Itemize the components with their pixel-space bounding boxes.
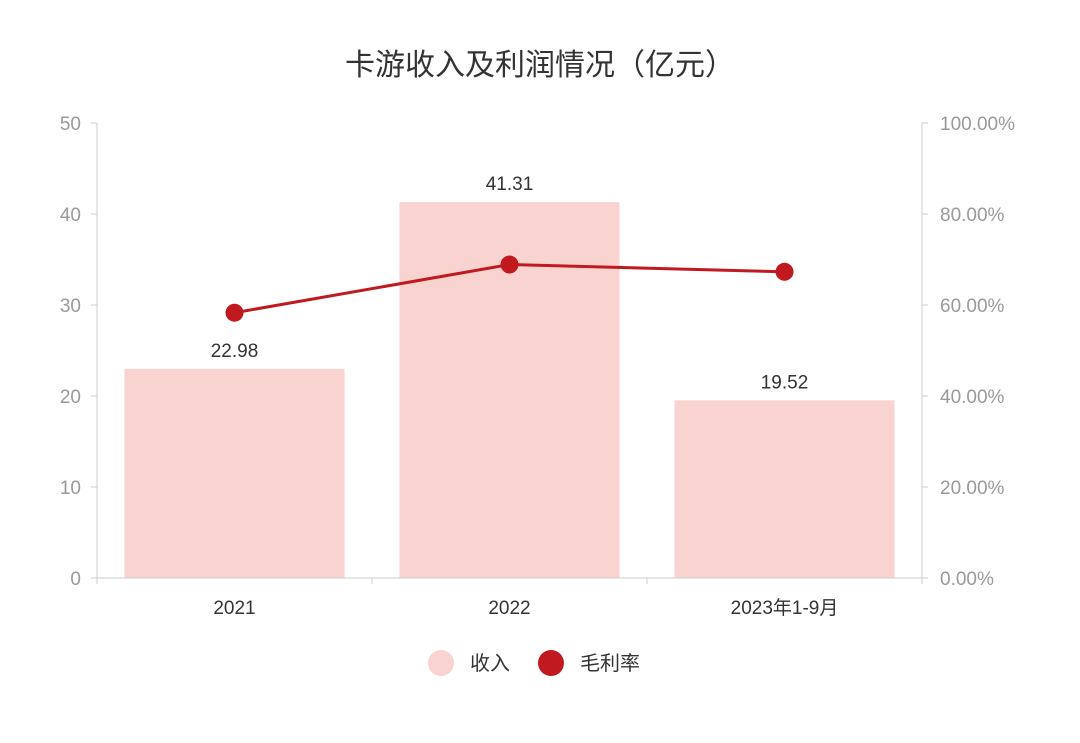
left-tick-label: 0	[70, 569, 81, 590]
left-tick-label: 20	[60, 387, 81, 408]
right-tick-label: 0.00%	[940, 569, 994, 590]
chart-title: 卡游收入及利润情况（亿元）	[345, 48, 735, 83]
right-axis: 0.00% 20.00% 40.00% 60.00% 80.00% 100.00%	[921, 114, 1015, 590]
x-axis: 2021 2022 2023年1-9月	[96, 577, 923, 619]
margin-point-2021	[225, 303, 244, 322]
x-tick-label: 2022	[488, 598, 530, 619]
data-label: 19.52	[761, 372, 809, 393]
legend-swatch-revenue	[428, 650, 454, 676]
bar-2023年1-9月	[674, 400, 895, 578]
right-tick-label: 80.00%	[940, 205, 1005, 226]
legend: 收入 毛利率	[428, 650, 640, 676]
line-series	[225, 255, 794, 322]
bar-2021	[124, 368, 345, 578]
data-labels: 22.98 41.31 19.52	[211, 174, 809, 393]
legend-label-margin: 毛利率	[580, 651, 640, 675]
right-tick-label: 60.00%	[940, 296, 1005, 317]
right-tick-label: 20.00%	[940, 478, 1005, 499]
right-tick-label: 100.00%	[940, 114, 1015, 135]
left-tick-label: 30	[60, 296, 81, 317]
margin-point-2022	[500, 255, 519, 274]
x-tick-label: 2023年1-9月	[731, 597, 839, 619]
data-label: 22.98	[211, 341, 259, 362]
left-axis: 0 10 20 30 40 50	[60, 114, 98, 590]
right-tick-label: 40.00%	[940, 387, 1005, 408]
left-tick-label: 40	[60, 205, 81, 226]
left-tick-label: 10	[60, 478, 81, 499]
legend-swatch-margin	[538, 650, 564, 676]
margin-point-2023年1-9月	[775, 262, 794, 281]
data-label: 41.31	[486, 174, 534, 195]
left-tick-label: 50	[60, 114, 81, 135]
x-tick-label: 2021	[213, 598, 255, 619]
legend-label-revenue: 收入	[470, 651, 510, 675]
